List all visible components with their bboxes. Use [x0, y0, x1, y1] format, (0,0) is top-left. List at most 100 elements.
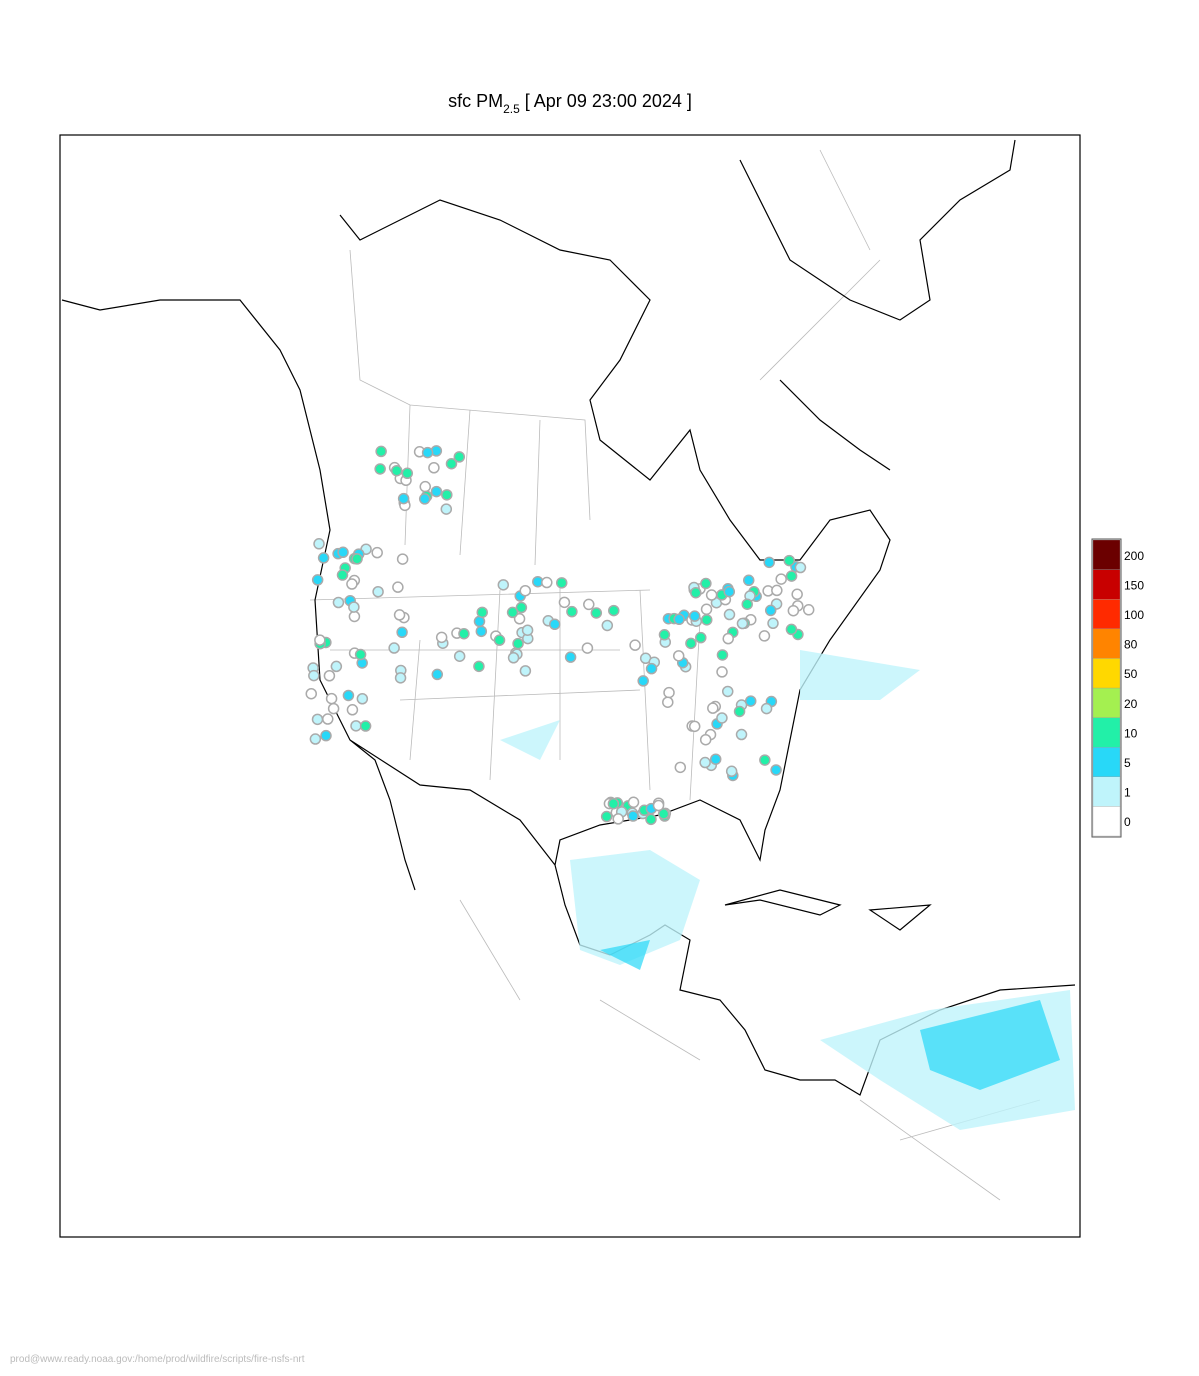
site-dot — [320, 729, 332, 742]
site-dot — [394, 672, 407, 684]
site-dot — [541, 576, 553, 589]
site-dot — [308, 669, 320, 682]
site-dot — [332, 596, 345, 609]
site-dot — [507, 651, 520, 664]
site-dot — [744, 695, 757, 707]
site-dot — [645, 813, 657, 826]
legend-swatch — [1092, 658, 1121, 689]
site-dot — [583, 598, 595, 611]
site-dot — [342, 689, 355, 702]
site-dot — [716, 649, 729, 661]
site-dot — [688, 610, 701, 622]
legend-label: 80 — [1124, 638, 1138, 652]
site-dot — [392, 581, 404, 593]
site-dot — [735, 728, 748, 741]
site-dot — [558, 596, 571, 609]
legend-swatch — [1092, 599, 1121, 629]
site-dot — [629, 639, 641, 651]
site-dot — [742, 574, 755, 587]
legend-label: 0 — [1124, 815, 1131, 829]
legend-swatch — [1092, 628, 1121, 659]
site-dot — [348, 610, 361, 623]
site-dot — [419, 480, 431, 493]
site-dot — [372, 586, 384, 598]
site-dot — [721, 685, 734, 698]
legend-label: 50 — [1124, 667, 1138, 681]
site-dot — [791, 588, 803, 601]
site-dot — [741, 598, 753, 610]
site-dot — [566, 605, 578, 618]
site-dot — [346, 704, 359, 716]
site-dot — [325, 692, 338, 705]
site-dot — [637, 675, 649, 687]
monitor-sites — [305, 445, 815, 826]
site-dot — [337, 546, 349, 559]
site-dot — [493, 634, 506, 646]
site-dot — [673, 613, 685, 626]
site-dot — [506, 606, 519, 619]
site-dot — [397, 492, 410, 505]
site-dot — [785, 570, 798, 582]
site-dot — [473, 660, 485, 673]
site-dot — [688, 720, 701, 733]
site-dot — [371, 546, 383, 559]
site-dot — [758, 630, 771, 642]
site-dot — [607, 797, 620, 810]
footer-path: prod@www.ready.noaa.gov:/home/prod/wildf… — [10, 1354, 305, 1365]
site-dot — [519, 665, 532, 677]
site-dot — [421, 446, 434, 459]
site-dot — [519, 584, 532, 597]
site-dot — [699, 733, 712, 746]
site-dot — [309, 733, 322, 745]
site-dot — [445, 457, 458, 470]
site-dot — [375, 445, 387, 458]
site-dot — [314, 634, 326, 646]
site-dot — [327, 702, 340, 715]
legend-swatch — [1092, 569, 1121, 600]
site-dot — [695, 631, 707, 644]
site-dot — [700, 603, 713, 616]
legend-swatch — [1092, 717, 1121, 748]
site-dot — [476, 606, 488, 619]
site-dot — [662, 696, 674, 708]
site-dot — [763, 556, 775, 569]
site-dot — [612, 813, 624, 825]
legend-swatch — [1092, 806, 1121, 837]
site-dot — [723, 608, 736, 621]
site-dot — [313, 538, 325, 550]
legend-swatch — [1092, 539, 1121, 570]
title-suffix: [ Apr 09 23:00 2024 ] — [525, 91, 692, 111]
site-dot — [785, 623, 798, 636]
site-dot — [736, 617, 749, 630]
legend-label: 1 — [1124, 786, 1131, 800]
site-dot — [627, 796, 640, 809]
site-dot — [351, 553, 363, 565]
site-dot — [356, 692, 369, 705]
site-dot — [388, 642, 400, 654]
site-dot — [601, 619, 614, 632]
site-dot — [674, 761, 687, 774]
site-dot — [657, 808, 670, 820]
site-dot — [672, 650, 685, 662]
site-dot — [590, 607, 603, 619]
site-dot — [716, 712, 728, 724]
site-dot — [323, 669, 336, 682]
site-dot — [453, 451, 466, 463]
site-dot — [658, 629, 671, 641]
site-dot — [760, 702, 773, 715]
site-dot — [555, 577, 568, 589]
site-dot — [346, 578, 358, 590]
legend: 0 1 5 10 20 50 80 100 150 200 — [1091, 538, 1144, 838]
site-dot — [645, 662, 658, 675]
site-dot — [733, 705, 746, 718]
site-dot — [802, 604, 815, 616]
site-dot — [700, 577, 712, 590]
site-dot — [322, 713, 334, 725]
site-dot — [390, 464, 403, 477]
site-dot — [440, 503, 453, 515]
site-dot — [453, 650, 466, 662]
site-dot — [775, 573, 787, 585]
site-dot — [311, 574, 324, 586]
site-dot — [723, 585, 736, 598]
site-dot — [771, 584, 783, 597]
